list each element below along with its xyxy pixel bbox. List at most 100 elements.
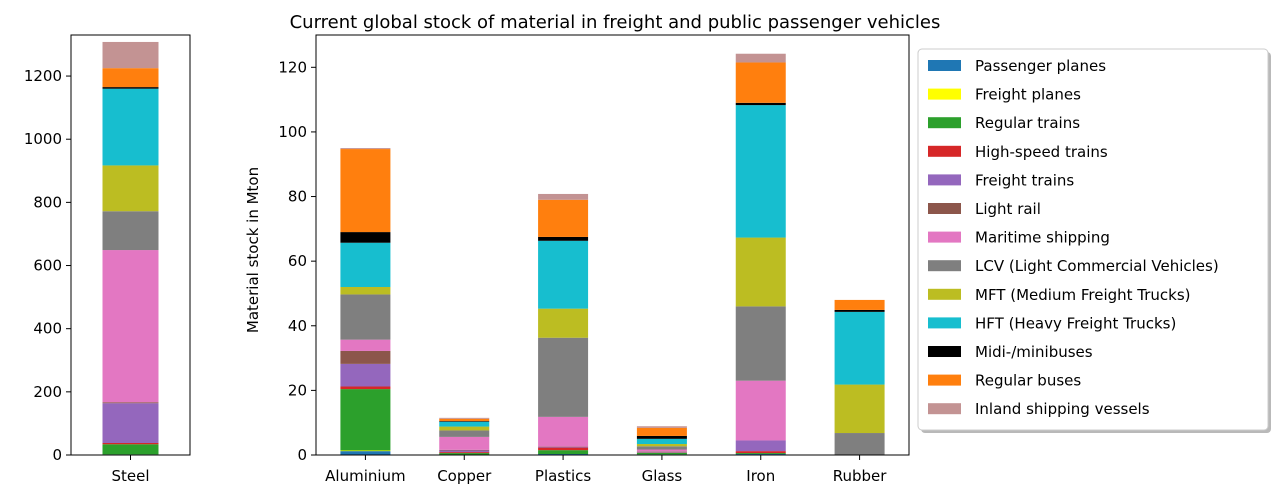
bar-segment-plastics-midi-minibuses — [538, 236, 589, 241]
legend-label-hft-heavy-freight-trucks: HFT (Heavy Freight Trucks) — [975, 314, 1176, 332]
legend-label-midi-minibuses: Midi-/minibuses — [975, 343, 1093, 361]
y-tick-label: 1000 — [24, 130, 62, 148]
bar-segment-steel-hft-heavy-freight-trucks — [102, 88, 159, 166]
bar-segment-iron-lcv-light-commercial-vehicles — [735, 306, 786, 381]
x-tick-label-plastics: Plastics — [535, 467, 592, 485]
bar-segment-copper-high-speed-trains — [439, 452, 490, 454]
y-tick-label: 0 — [52, 446, 62, 464]
legend: Passenger planes Freight planes Regular tr… — [917, 48, 1271, 433]
bar-segment-plastics-mft-medium-freight-trucks — [538, 308, 589, 338]
bar-segment-glass-freight-trains — [636, 451, 687, 453]
bar-segment-aluminium-light-rail — [340, 350, 391, 364]
y-tick-label: 20 — [288, 381, 307, 399]
bar-segment-copper-inland-shipping-vessels — [439, 417, 490, 419]
y-tick-label: 80 — [288, 188, 307, 206]
bar-segment-aluminium-passenger-planes — [340, 451, 391, 455]
legend-swatch-freight-trains — [928, 174, 961, 186]
legend-label-lcv-light-commercial-vehicles: LCV (Light Commercial Vehicles) — [975, 257, 1219, 275]
legend-label-maritime-shipping: Maritime shipping — [975, 229, 1110, 247]
bar-segment-steel-regular-buses — [102, 68, 159, 88]
y-tick-label: 40 — [288, 317, 307, 335]
legend-swatch-freight-planes — [928, 88, 961, 100]
x-tick-label-rubber: Rubber — [833, 467, 888, 485]
legend-label-regular-trains: Regular trains — [975, 114, 1080, 132]
bar-segment-aluminium-midi-minibuses — [340, 232, 391, 243]
legend-swatch-high-speed-trains — [928, 145, 961, 157]
bar-segment-rubber-midi-minibuses — [834, 309, 885, 312]
bar-segment-steel-light-rail — [102, 402, 159, 404]
y-tick-label: 60 — [288, 252, 307, 270]
bar-segment-copper-freight-trains — [439, 450, 490, 453]
bar-segment-steel-inland-shipping-vessels — [102, 41, 159, 69]
legend-label-passenger-planes: Passenger planes — [975, 57, 1106, 75]
bar-segment-glass-midi-minibuses — [636, 435, 687, 439]
plot-frame — [70, 34, 191, 456]
legend-swatch-passenger-planes — [928, 60, 961, 71]
bar-segment-steel-midi-minibuses — [102, 87, 159, 89]
legend-label-regular-buses: Regular buses — [975, 372, 1081, 390]
bar-segment-iron-mft-medium-freight-trucks — [735, 237, 786, 307]
bar-segment-glass-regular-buses — [636, 427, 687, 436]
legend-swatch-midi-minibuses — [928, 346, 961, 357]
bar-segment-copper-maritime-shipping — [439, 436, 490, 450]
x-tick-label-steel: Steel — [111, 467, 149, 485]
bar-segment-aluminium-mft-medium-freight-trucks — [340, 287, 391, 295]
bar-segment-copper-hft-heavy-freight-trucks — [439, 421, 490, 427]
bar-segment-steel-mft-medium-freight-trucks — [102, 165, 159, 212]
bar-segment-steel-freight-trains — [102, 403, 159, 443]
bar-segment-aluminium-high-speed-trains — [340, 386, 391, 390]
bar-segment-rubber-mft-medium-freight-trucks — [834, 384, 885, 434]
x-tick-label-glass: Glass — [642, 467, 683, 485]
legend-swatch-hft-heavy-freight-trucks — [928, 317, 961, 329]
y-tick-label: 400 — [33, 320, 62, 338]
bar-segment-steel-maritime-shipping — [102, 250, 159, 403]
bar-segment-steel-high-speed-trains — [102, 443, 159, 445]
bar-segment-iron-freight-trains — [735, 440, 786, 452]
bar-segment-plastics-lcv-light-commercial-vehicles — [538, 337, 589, 417]
bar-segment-glass-maritime-shipping — [636, 449, 687, 452]
legend-label-high-speed-trains: High-speed trains — [975, 143, 1108, 161]
bar-segment-aluminium-maritime-shipping — [340, 339, 391, 351]
bar-segment-plastics-inland-shipping-vessels — [538, 193, 589, 200]
legend-label-freight-planes: Freight planes — [975, 86, 1081, 104]
legend-label-freight-trains: Freight trains — [975, 171, 1074, 189]
y-tick-label: 1200 — [24, 67, 62, 85]
y-tick-label: 120 — [278, 58, 307, 76]
x-tick-label-copper: Copper — [437, 467, 492, 485]
bar-segment-aluminium-regular-trains — [340, 389, 391, 451]
legend-swatch-light-rail — [928, 203, 961, 214]
y-tick-label: 100 — [278, 123, 307, 141]
y-tick-label: 200 — [33, 383, 62, 401]
y-tick-label: 800 — [33, 193, 62, 211]
y-tick-label: 0 — [297, 446, 307, 464]
bar-segment-iron-hft-heavy-freight-trucks — [735, 105, 786, 238]
bar-segment-steel-lcv-light-commercial-vehicles — [102, 211, 159, 251]
bar-segment-glass-hft-heavy-freight-trucks — [636, 438, 687, 445]
bar-segment-aluminium-regular-buses — [340, 149, 391, 233]
bar-segment-plastics-regular-trains — [538, 450, 589, 455]
bar-segment-iron-high-speed-trains — [735, 451, 786, 454]
bar-segment-plastics-freight-trains — [538, 446, 589, 448]
bar-segment-iron-regular-buses — [735, 62, 786, 103]
bar-segment-copper-regular-trains — [439, 453, 490, 455]
legend-frame — [917, 48, 1269, 431]
bar-segment-glass-inland-shipping-vessels — [636, 426, 687, 428]
bar-segment-plastics-maritime-shipping — [538, 416, 589, 447]
legend-label-inland-shipping-vessels: Inland shipping vessels — [975, 400, 1150, 418]
bar-segment-glass-mft-medium-freight-trucks — [636, 444, 687, 447]
bar-segment-rubber-regular-buses — [834, 299, 885, 310]
bar-segment-iron-midi-minibuses — [735, 102, 786, 106]
bar-segment-copper-lcv-light-commercial-vehicles — [439, 430, 490, 437]
chart-title: Current global stock of material in frei… — [290, 12, 941, 33]
bar-segment-plastics-hft-heavy-freight-trucks — [538, 240, 589, 309]
bar-segment-iron-maritime-shipping — [735, 380, 786, 441]
y-tick-label: 600 — [33, 257, 62, 275]
x-tick-label-aluminium: Aluminium — [325, 467, 406, 485]
bar-segment-steel-regular-trains — [102, 444, 159, 455]
legend-swatch-mft-medium-freight-trucks — [928, 288, 961, 300]
legend-label-mft-medium-freight-trucks: MFT (Medium Freight Trucks) — [975, 286, 1191, 304]
bar-segment-rubber-lcv-light-commercial-vehicles — [834, 433, 885, 455]
legend-label-light-rail: Light rail — [975, 200, 1041, 218]
legend-swatch-regular-trains — [928, 117, 961, 129]
